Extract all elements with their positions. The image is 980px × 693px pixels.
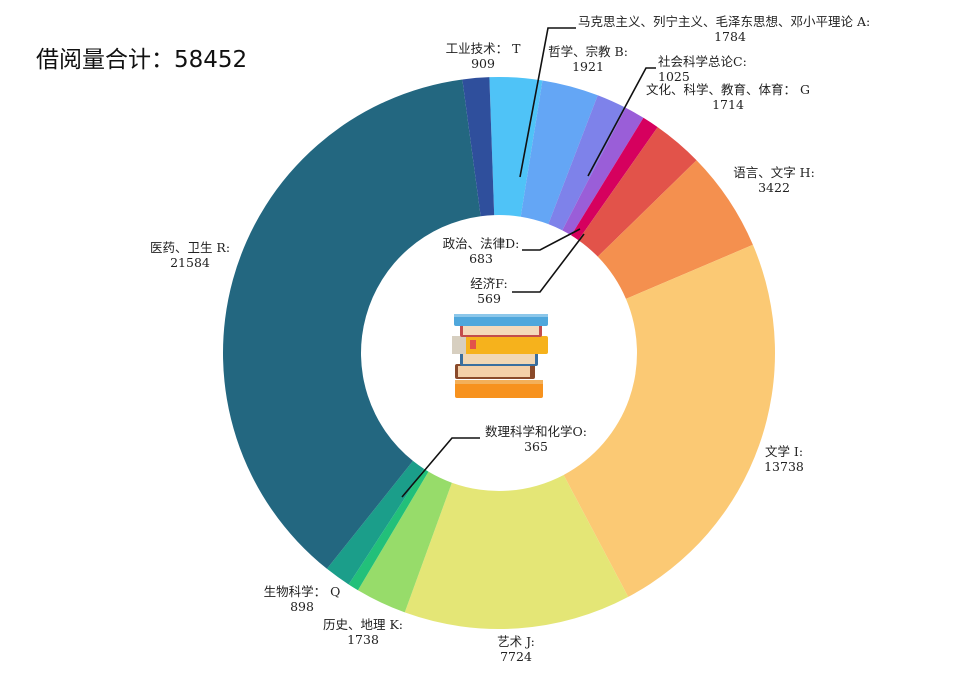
- slice-language-h: [597, 160, 753, 299]
- label-language-h: 语言、文字 H:: [733, 165, 815, 180]
- slice-labels: 马克思主义、列宁主义、毛泽东思想、邓小平理论 A:1784 哲学、宗教 B:192…: [150, 14, 870, 664]
- slice-economics-f: [571, 117, 658, 241]
- label-math-chemistry-o: 数理科学和化学O:: [485, 424, 587, 439]
- slice-math-chemistry-o: [348, 468, 429, 591]
- value-history-geography-k: 1738: [347, 632, 379, 647]
- total-count: 借阅量合计：58452: [36, 40, 247, 74]
- value-art-j: 7724: [500, 649, 532, 664]
- slice-philosophy-religion-b: [520, 80, 598, 225]
- total-value: 58452: [174, 47, 248, 73]
- label-economics-f: 经济F:: [470, 276, 507, 291]
- label-history-geography-k: 历史、地理 K:: [323, 617, 403, 632]
- value-politics-law-d: 683: [469, 251, 493, 266]
- slice-biology-q: [326, 460, 424, 585]
- slice-marxism-a: [489, 76, 543, 217]
- value-math-chemistry-o: 365: [524, 439, 548, 454]
- label-culture-education-g: 文化、科学、教育、体育： G: [646, 82, 810, 97]
- slice-history-geography-k: [357, 471, 452, 613]
- label-biology-q: 生物科学： Q: [264, 584, 341, 599]
- leader-math-chemistry-o: [401, 437, 480, 498]
- slice-literature-i: [563, 244, 776, 597]
- value-marxism-a: 1784: [714, 29, 746, 44]
- books-icon: [452, 314, 548, 398]
- slice-social-science-c: [548, 95, 626, 231]
- leader-economics-f: [512, 233, 585, 293]
- leader-politics-law-d: [522, 228, 581, 251]
- value-industry-t: 909: [471, 56, 495, 71]
- slice-politics-law-d: [562, 107, 644, 236]
- leader-lines: [401, 27, 656, 498]
- total-label: 借阅量合计：: [36, 47, 174, 73]
- label-literature-i: 文学 I:: [765, 444, 803, 459]
- value-social-science-c: 1025: [658, 69, 690, 84]
- value-culture-education-g: 1714: [712, 97, 744, 112]
- label-art-j: 艺术 J:: [497, 634, 535, 649]
- value-literature-i: 13738: [764, 459, 804, 474]
- value-language-h: 3422: [758, 180, 790, 195]
- label-politics-law-d: 政治、法律D:: [443, 236, 520, 251]
- leader-marxism-a: [519, 27, 576, 178]
- label-philosophy-religion-b: 哲学、宗教 B:: [548, 44, 628, 59]
- value-biology-q: 898: [290, 599, 314, 614]
- label-marxism-a: 马克思主义、列宁主义、毛泽东思想、邓小平理论 A:: [578, 14, 870, 29]
- value-medicine-r: 21584: [170, 255, 210, 270]
- slices: [223, 76, 776, 629]
- label-industry-t: 工业技术： T: [446, 41, 521, 56]
- value-philosophy-religion-b: 1921: [572, 59, 604, 74]
- value-economics-f: 569: [477, 291, 501, 306]
- slice-industry-t: [462, 77, 495, 217]
- slice-culture-education-g: [578, 127, 697, 257]
- label-medicine-r: 医药、卫生 R:: [150, 240, 230, 255]
- slice-art-j: [404, 474, 629, 629]
- slice-medicine-r: [223, 79, 481, 569]
- label-social-science-c: 社会科学总论C:: [658, 54, 747, 69]
- leader-social-science-c: [587, 67, 656, 177]
